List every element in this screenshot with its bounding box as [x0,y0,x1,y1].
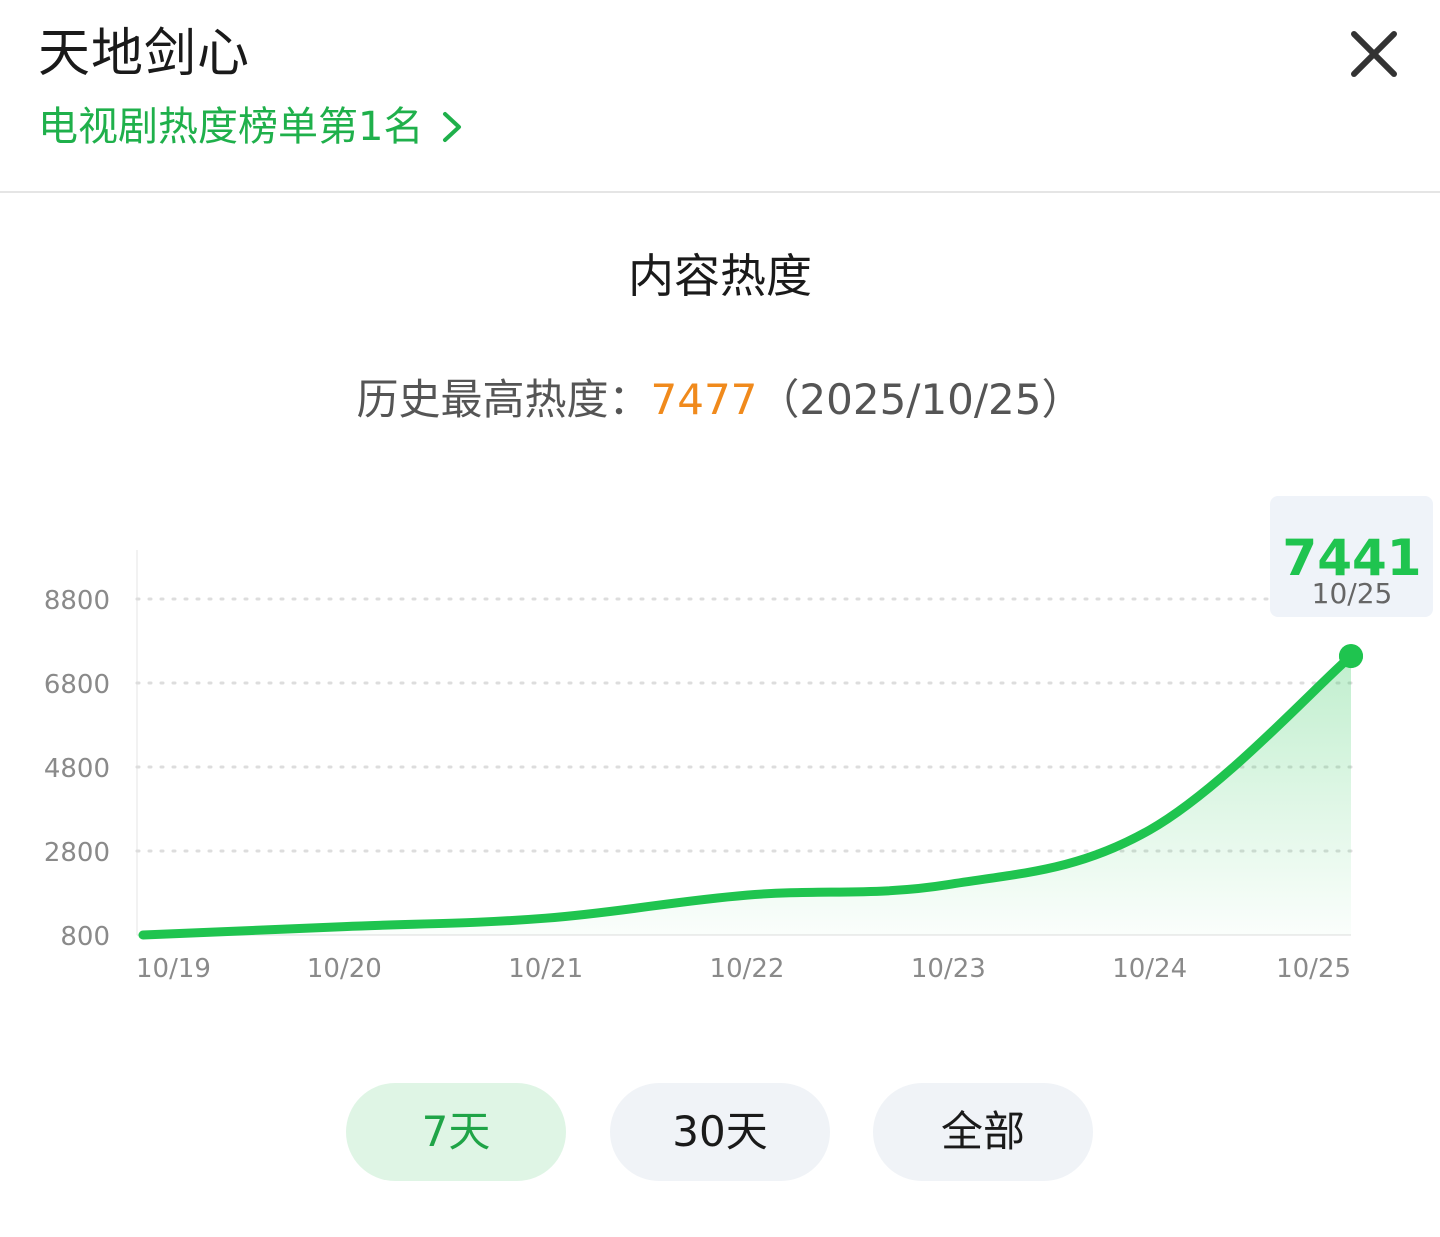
x-tick-label: 10/23 [911,954,986,984]
chevron-right-icon [443,112,462,142]
y-tick-label: 8800 [44,586,110,616]
x-tick-label: 10/25 [1276,954,1351,984]
x-tick-label: 10/21 [508,954,583,984]
section-title: 内容热度 [628,249,812,303]
tooltip-date: 10/25 [1312,577,1393,610]
record-value: 7477 [650,375,758,424]
record-heat: 历史最高热度：7477（2025/10/25） [0,372,1440,428]
x-tick-label: 10/20 [307,954,382,984]
y-tick-label: 2800 [44,838,110,868]
tooltip-box [1270,496,1433,617]
tab-all[interactable]: 全部 [873,1083,1093,1181]
range-tabs: 7天 30天 全部 [346,1083,1094,1181]
record-date: （2025/10/25） [757,375,1084,424]
record-label: 历史最高热度： [356,375,651,424]
x-tick-label: 10/22 [710,954,785,984]
highlight-point [1339,644,1363,669]
tab-30-days[interactable]: 30天 [610,1083,830,1181]
header: 天地剑心 电视剧热度榜单第1名 [0,0,1440,193]
area-fill [143,656,1351,935]
tooltip-value: 7441 [1282,529,1421,587]
ranking-link[interactable]: 电视剧热度榜单第1名 [38,102,467,152]
close-icon[interactable] [1344,24,1404,84]
x-tick-label: 10/24 [1112,954,1187,984]
x-tick-label: 10/19 [136,954,211,984]
series-line [138,651,1356,940]
ranking-link-label: 电视剧热度榜单第1名 [38,104,424,150]
tab-7-days[interactable]: 7天 [346,1083,566,1181]
page-title: 天地剑心 [38,24,251,84]
heat-chart: 8800 6800 4800 2800 800 10/19 10/20 10/21 10/22 1… [44,496,1433,984]
y-tick-label: 6800 [44,670,110,700]
y-tick-label: 800 [60,922,110,952]
y-tick-label: 4800 [44,754,110,784]
